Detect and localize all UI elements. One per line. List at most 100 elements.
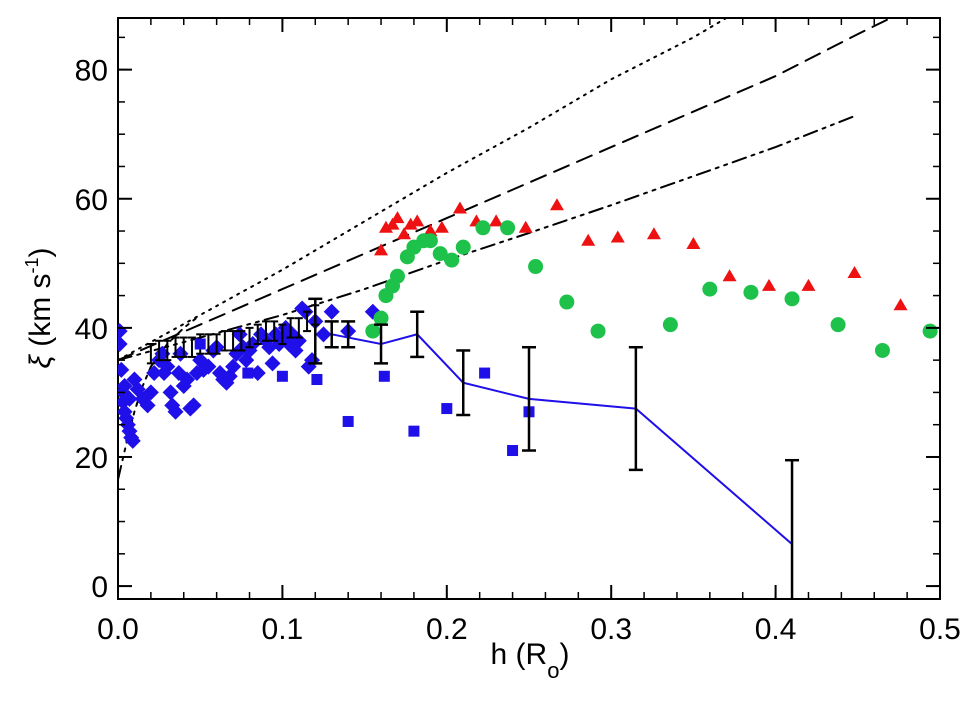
circle-point bbox=[432, 246, 448, 262]
circle-point bbox=[528, 259, 544, 275]
triangle-point bbox=[397, 227, 412, 240]
square-point bbox=[479, 367, 491, 379]
x-axis-title-main: h (R bbox=[491, 638, 548, 671]
triangle-point bbox=[385, 217, 400, 230]
y-tick-label: 80 bbox=[75, 55, 108, 88]
y-axis-title-close: ) bbox=[24, 247, 57, 257]
dash-dot-curve bbox=[118, 113, 859, 362]
diamond-point bbox=[146, 365, 163, 382]
triangle-point bbox=[489, 214, 504, 227]
diamond-point bbox=[124, 432, 141, 449]
triangle-point bbox=[610, 230, 625, 243]
circle-point bbox=[702, 281, 718, 297]
triangle-point bbox=[423, 224, 438, 237]
diamond-point bbox=[323, 303, 340, 320]
data-series bbox=[118, 198, 938, 599]
circle-point bbox=[365, 323, 381, 339]
circle-point bbox=[922, 323, 938, 339]
y-axis-title: ξ (km s-1) bbox=[22, 247, 57, 368]
circle-point bbox=[455, 239, 471, 255]
circle-point bbox=[422, 233, 438, 249]
diamond-point bbox=[118, 377, 133, 394]
circle-point bbox=[475, 220, 491, 236]
x-tick-label: 0.0 bbox=[97, 613, 139, 646]
x-tick-label: 0.1 bbox=[262, 613, 304, 646]
diamond-point bbox=[264, 355, 281, 372]
diamond-point bbox=[139, 397, 156, 414]
triangle-point bbox=[410, 214, 425, 227]
diamond-point bbox=[249, 365, 266, 382]
diamond-point bbox=[142, 384, 159, 401]
dashed-curve bbox=[118, 18, 892, 362]
triangle-point bbox=[434, 220, 449, 233]
diamond-point bbox=[225, 358, 242, 375]
square-point bbox=[311, 374, 323, 386]
triangle-point bbox=[452, 201, 467, 214]
circle-point bbox=[373, 310, 389, 326]
diamond-point bbox=[179, 371, 196, 388]
reference-curves bbox=[118, 18, 892, 481]
triangle-point bbox=[847, 265, 862, 278]
diamond-point bbox=[185, 397, 202, 414]
y-axis-title-sup: -1 bbox=[22, 257, 42, 273]
triangle-point bbox=[762, 278, 777, 291]
square-point bbox=[242, 367, 254, 379]
diamond-point bbox=[118, 394, 131, 411]
y-tick-label: 60 bbox=[75, 184, 108, 217]
triangle-point bbox=[549, 198, 564, 211]
circle-point bbox=[662, 317, 678, 333]
x-axis-title-sub: o bbox=[547, 658, 559, 683]
y-tick-label: 40 bbox=[75, 313, 108, 346]
x-axis-title-close: ) bbox=[559, 638, 569, 671]
diamond-point bbox=[121, 390, 138, 407]
circle-point bbox=[389, 268, 405, 284]
plot-area-frame bbox=[117, 17, 941, 600]
y-axis-title-main: (km s bbox=[24, 273, 57, 355]
square-point bbox=[378, 370, 390, 382]
tick-labels: 0.0 0.1 0.2 0.3 0.4 0.5 0 20 40 60 80 bbox=[75, 55, 961, 646]
diamond-point bbox=[200, 358, 217, 375]
triangle-point bbox=[686, 236, 701, 249]
triangle-point bbox=[646, 227, 661, 240]
x-axis-title: h (Ro) bbox=[491, 638, 570, 683]
circle-point bbox=[500, 220, 516, 236]
axis-ticks bbox=[117, 18, 941, 599]
circle-point bbox=[874, 342, 890, 358]
triangle-point bbox=[893, 298, 908, 311]
x-tick-label: 0.3 bbox=[590, 613, 632, 646]
square-point bbox=[507, 445, 519, 457]
square-point bbox=[441, 403, 453, 415]
circle-point bbox=[590, 323, 606, 339]
triangle-point bbox=[403, 217, 418, 230]
square-point bbox=[276, 370, 288, 382]
triangle-point bbox=[390, 211, 405, 224]
y-tick-label: 20 bbox=[75, 442, 108, 475]
diamond-point bbox=[162, 384, 179, 401]
diamond-point bbox=[167, 403, 184, 420]
diamond-point bbox=[118, 336, 128, 353]
dotted-curve bbox=[118, 18, 728, 362]
square-point bbox=[342, 415, 354, 427]
circle-point bbox=[784, 291, 800, 307]
diamond-point bbox=[315, 326, 332, 343]
x-tick-label: 0.5 bbox=[919, 613, 961, 646]
circle-point bbox=[444, 252, 460, 268]
blue-line-with-errors-line bbox=[331, 333, 793, 545]
circle-point bbox=[830, 317, 846, 333]
triangle-point bbox=[581, 233, 596, 246]
triangle-point bbox=[518, 220, 533, 233]
circle-point bbox=[559, 294, 575, 310]
y-tick-label: 0 bbox=[91, 571, 108, 604]
square-point bbox=[408, 425, 420, 437]
diamond-point bbox=[118, 361, 130, 378]
y-axis-title-symbol: ξ bbox=[24, 354, 57, 369]
x-tick-label: 0.4 bbox=[755, 613, 797, 646]
square-point bbox=[194, 338, 206, 350]
x-tick-label: 0.2 bbox=[426, 613, 468, 646]
triangle-point bbox=[378, 220, 393, 233]
triangle-point bbox=[801, 278, 816, 291]
triangle-point bbox=[374, 243, 389, 256]
diamond-point bbox=[159, 358, 176, 375]
triangle-point bbox=[722, 269, 737, 282]
